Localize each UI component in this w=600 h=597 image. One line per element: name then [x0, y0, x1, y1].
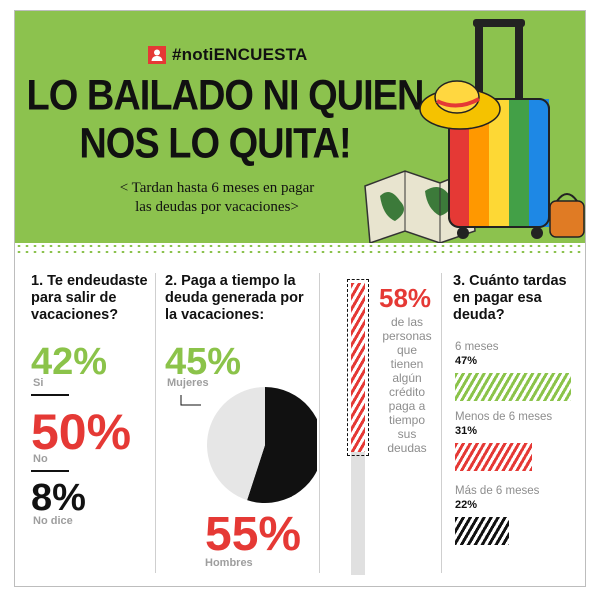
person-icon [148, 46, 166, 64]
stat-bar-outline [347, 279, 369, 456]
column-divider [441, 273, 442, 573]
q3-bar-label: Más de 6 meses [455, 485, 540, 497]
q2-men-label: Hombres [205, 557, 253, 569]
suitcase-icon [448, 19, 550, 239]
q2-women-label: Mujeres [167, 377, 209, 389]
q2-women-percent: 45% [165, 341, 242, 383]
q1-heading-line: 1. Te endeudaste [31, 273, 148, 289]
stat-line: que [396, 343, 418, 357]
subtitle-line-2: las deudas por vacaciones> [135, 199, 299, 215]
headline-line-2: NOS LO QUITA! [79, 120, 351, 168]
q2-heading-line: deuda generada por [165, 290, 304, 306]
q2-men-percent: 55% [205, 508, 302, 561]
stat-line: sus [397, 427, 417, 441]
stat-line: personas [382, 329, 432, 343]
pie-slice-women [207, 387, 265, 501]
column-divider [155, 273, 156, 573]
q2-heading-line: la vacaciones: [165, 307, 265, 323]
headline-line-1: LO BAILADO NI QUIEN [26, 72, 425, 120]
stat-line: tienen [390, 357, 424, 371]
column-divider [319, 273, 320, 573]
q3-bar-menos-6-meses [455, 443, 532, 471]
stat-description: de las personas que tienen algún crédito… [377, 315, 437, 455]
stat-line: tiempo [388, 413, 426, 427]
hat-icon [419, 80, 501, 130]
q2-heading-line: 2. Paga a tiempo la [165, 273, 296, 289]
q1-no-percent: 50% [31, 404, 132, 460]
q1-nodice-label: No dice [33, 515, 73, 527]
q1-heading: 1. Te endeudaste para salir de vacacione… [31, 273, 148, 324]
q1-yes-label: Si [33, 377, 44, 389]
brand: #notiENCUESTA [148, 45, 307, 65]
map-icon [364, 169, 476, 243]
q3-bar-label: 6 meses [455, 341, 499, 353]
bag-icon [549, 193, 585, 238]
brand-name: #notiENCUESTA [172, 45, 308, 64]
q1-heading-line: para salir de [31, 290, 117, 306]
q3-bar-percent: 22% [455, 499, 478, 511]
infographic-frame: #notiENCUESTA LO BAILADO NI QUIEN NOS LO… [14, 10, 586, 587]
stat-line: de las [390, 315, 424, 329]
stat-percent: 58% [379, 283, 432, 313]
q3-bar-mas-6-meses [455, 517, 509, 545]
q1-nodice-percent: 8% [31, 477, 86, 519]
q1-yes-percent: 42% [31, 341, 108, 383]
dotted-divider [15, 243, 585, 253]
stat-bar-fill [351, 283, 365, 452]
stat-line: paga a [388, 399, 426, 413]
stat-line: deudas [387, 441, 427, 455]
subtitle: < Tardan hasta 6 meses en pagar las deud… [109, 179, 325, 217]
stat-line: algún [392, 371, 422, 385]
q3-heading-line: en pagar esa [453, 290, 542, 306]
q3-bar-label: Menos de 6 meses [455, 411, 553, 423]
q3-heading: 3. Cuánto tardas en pagar esa deuda? [453, 273, 567, 324]
stat-line: crédito [388, 385, 426, 399]
q1-heading-line: vacaciones? [31, 307, 119, 323]
q3-heading-line: deuda? [453, 307, 505, 323]
q3-bar-percent: 31% [455, 425, 478, 437]
pie-slice-men [247, 387, 317, 503]
pie-leader-women [180, 395, 201, 406]
q3-heading-line: 3. Cuánto tardas [453, 273, 567, 289]
q1-divider [31, 394, 69, 396]
subtitle-line-1: < Tardan hasta 6 meses en pagar [119, 180, 315, 196]
q3-bar-percent: 47% [455, 355, 478, 367]
q1-no-label: No [33, 453, 48, 465]
q2-pie-chart [180, 387, 317, 503]
q2-heading: 2. Paga a tiempo la deuda generada por l… [165, 273, 304, 324]
q1-divider [31, 470, 69, 472]
travel-illustration [364, 19, 585, 243]
q3-bar-6-meses [455, 373, 571, 401]
